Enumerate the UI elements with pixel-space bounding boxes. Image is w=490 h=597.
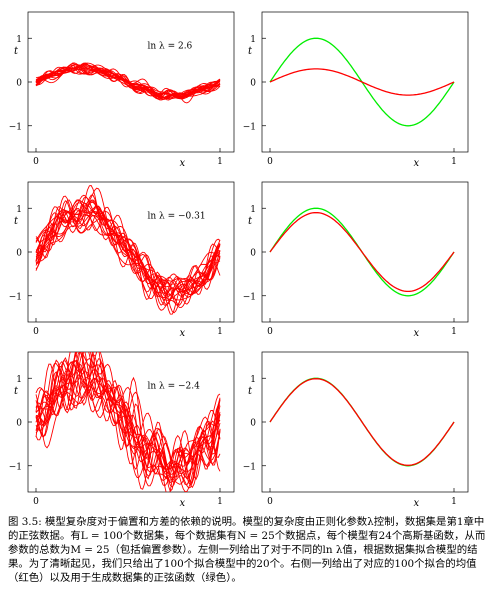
y-tick-label: 0	[16, 249, 22, 259]
fitted-curve	[35, 352, 221, 485]
fitted-curve	[35, 64, 221, 100]
caption-line: 参数的总数为M = 25（包括偏置参数）。左侧一列给出了对于不同的ln λ值，根…	[8, 544, 478, 556]
x-tick-label: 0	[33, 157, 39, 167]
y-tick-label: 0	[16, 419, 22, 429]
x-tick-label: 0	[267, 497, 273, 507]
x-axis-label: x	[180, 328, 186, 339]
y-tick-label: −1	[9, 292, 22, 302]
y-axis-label: t	[248, 46, 253, 57]
lambda-annotation: ln λ = −0.31	[147, 211, 205, 221]
plot-frame	[261, 11, 469, 153]
y-tick-label: 1	[16, 205, 22, 215]
x-tick-label: 0	[33, 327, 39, 337]
fitted-curve	[35, 363, 221, 473]
y-tick-label: 1	[16, 35, 22, 45]
x-axis-label: x	[414, 328, 420, 339]
fitted-curve	[35, 66, 221, 97]
fitted-curve	[35, 62, 221, 104]
fitted-curve	[35, 62, 221, 99]
x-tick-label: 1	[451, 327, 457, 337]
y-tick-label: 1	[250, 205, 256, 215]
y-tick-label: −1	[9, 462, 22, 472]
y-tick-label: −1	[243, 122, 256, 132]
y-tick-label: 0	[16, 79, 22, 89]
fitted-curve	[35, 360, 221, 487]
y-tick-label: 0	[250, 419, 256, 429]
mean-fit-curve	[269, 378, 455, 466]
plot-frame	[261, 181, 469, 323]
y-tick-label: 1	[16, 375, 22, 385]
y-tick-label: 1	[250, 35, 256, 45]
x-axis-label: x	[414, 158, 420, 169]
y-axis-label: t	[248, 386, 253, 397]
y-axis-label: t	[14, 216, 19, 227]
plot-frame	[261, 351, 469, 493]
x-axis-label: x	[180, 498, 186, 509]
figure-caption: 图 3.5: 模型复杂度对于偏置和方差的依赖的说明。模型的复杂度由正则化参数λ控…	[8, 515, 486, 585]
y-tick-label: 1	[250, 375, 256, 385]
x-tick-label: 1	[217, 327, 223, 337]
x-axis-label: x	[180, 158, 186, 169]
lambda-annotation: ln λ = 2.6	[147, 41, 192, 51]
y-tick-label: −1	[243, 292, 256, 302]
x-tick-label: 1	[217, 497, 223, 507]
fitted-curve	[35, 66, 221, 99]
mean-fit-curve	[269, 211, 455, 293]
caption-line: 的正弦数据。有L = 100个数据集，每个数据集有N = 25个数据点，每个模型…	[8, 530, 486, 542]
x-tick-label: 0	[267, 157, 273, 167]
x-tick-label: 0	[267, 327, 273, 337]
fitted-curve	[35, 207, 221, 298]
fitted-curve	[35, 185, 221, 306]
fitted-curve	[35, 357, 221, 479]
fitted-curve	[35, 210, 221, 306]
fitted-curve	[35, 362, 221, 492]
y-axis-label: t	[14, 46, 19, 57]
caption-line: （红色）以及用于生成数据集的正弦函数（绿色）。	[8, 572, 242, 584]
x-tick-label: 0	[33, 497, 39, 507]
fitted-curve	[35, 63, 221, 99]
caption-line: 果。为了清晰起见，我们只给出了100个拟合模型中的20个。右侧一列给出了对应的1…	[8, 558, 477, 570]
y-axis-label: t	[248, 216, 253, 227]
y-tick-label: −1	[243, 462, 256, 472]
y-tick-label: 0	[250, 249, 256, 259]
x-axis-label: x	[414, 498, 420, 509]
lambda-annotation: ln λ = −2.4	[147, 381, 200, 391]
x-tick-label: 1	[451, 157, 457, 167]
y-tick-label: −1	[9, 122, 22, 132]
fitted-curve	[35, 202, 221, 306]
x-tick-label: 1	[217, 157, 223, 167]
mean-fit-curve	[269, 68, 455, 96]
caption-line: 图 3.5: 模型复杂度对于偏置和方差的依赖的说明。模型的复杂度由正则化参数λ控…	[8, 516, 485, 528]
y-axis-label: t	[14, 386, 19, 397]
y-tick-label: 0	[250, 79, 256, 89]
x-tick-label: 1	[451, 497, 457, 507]
